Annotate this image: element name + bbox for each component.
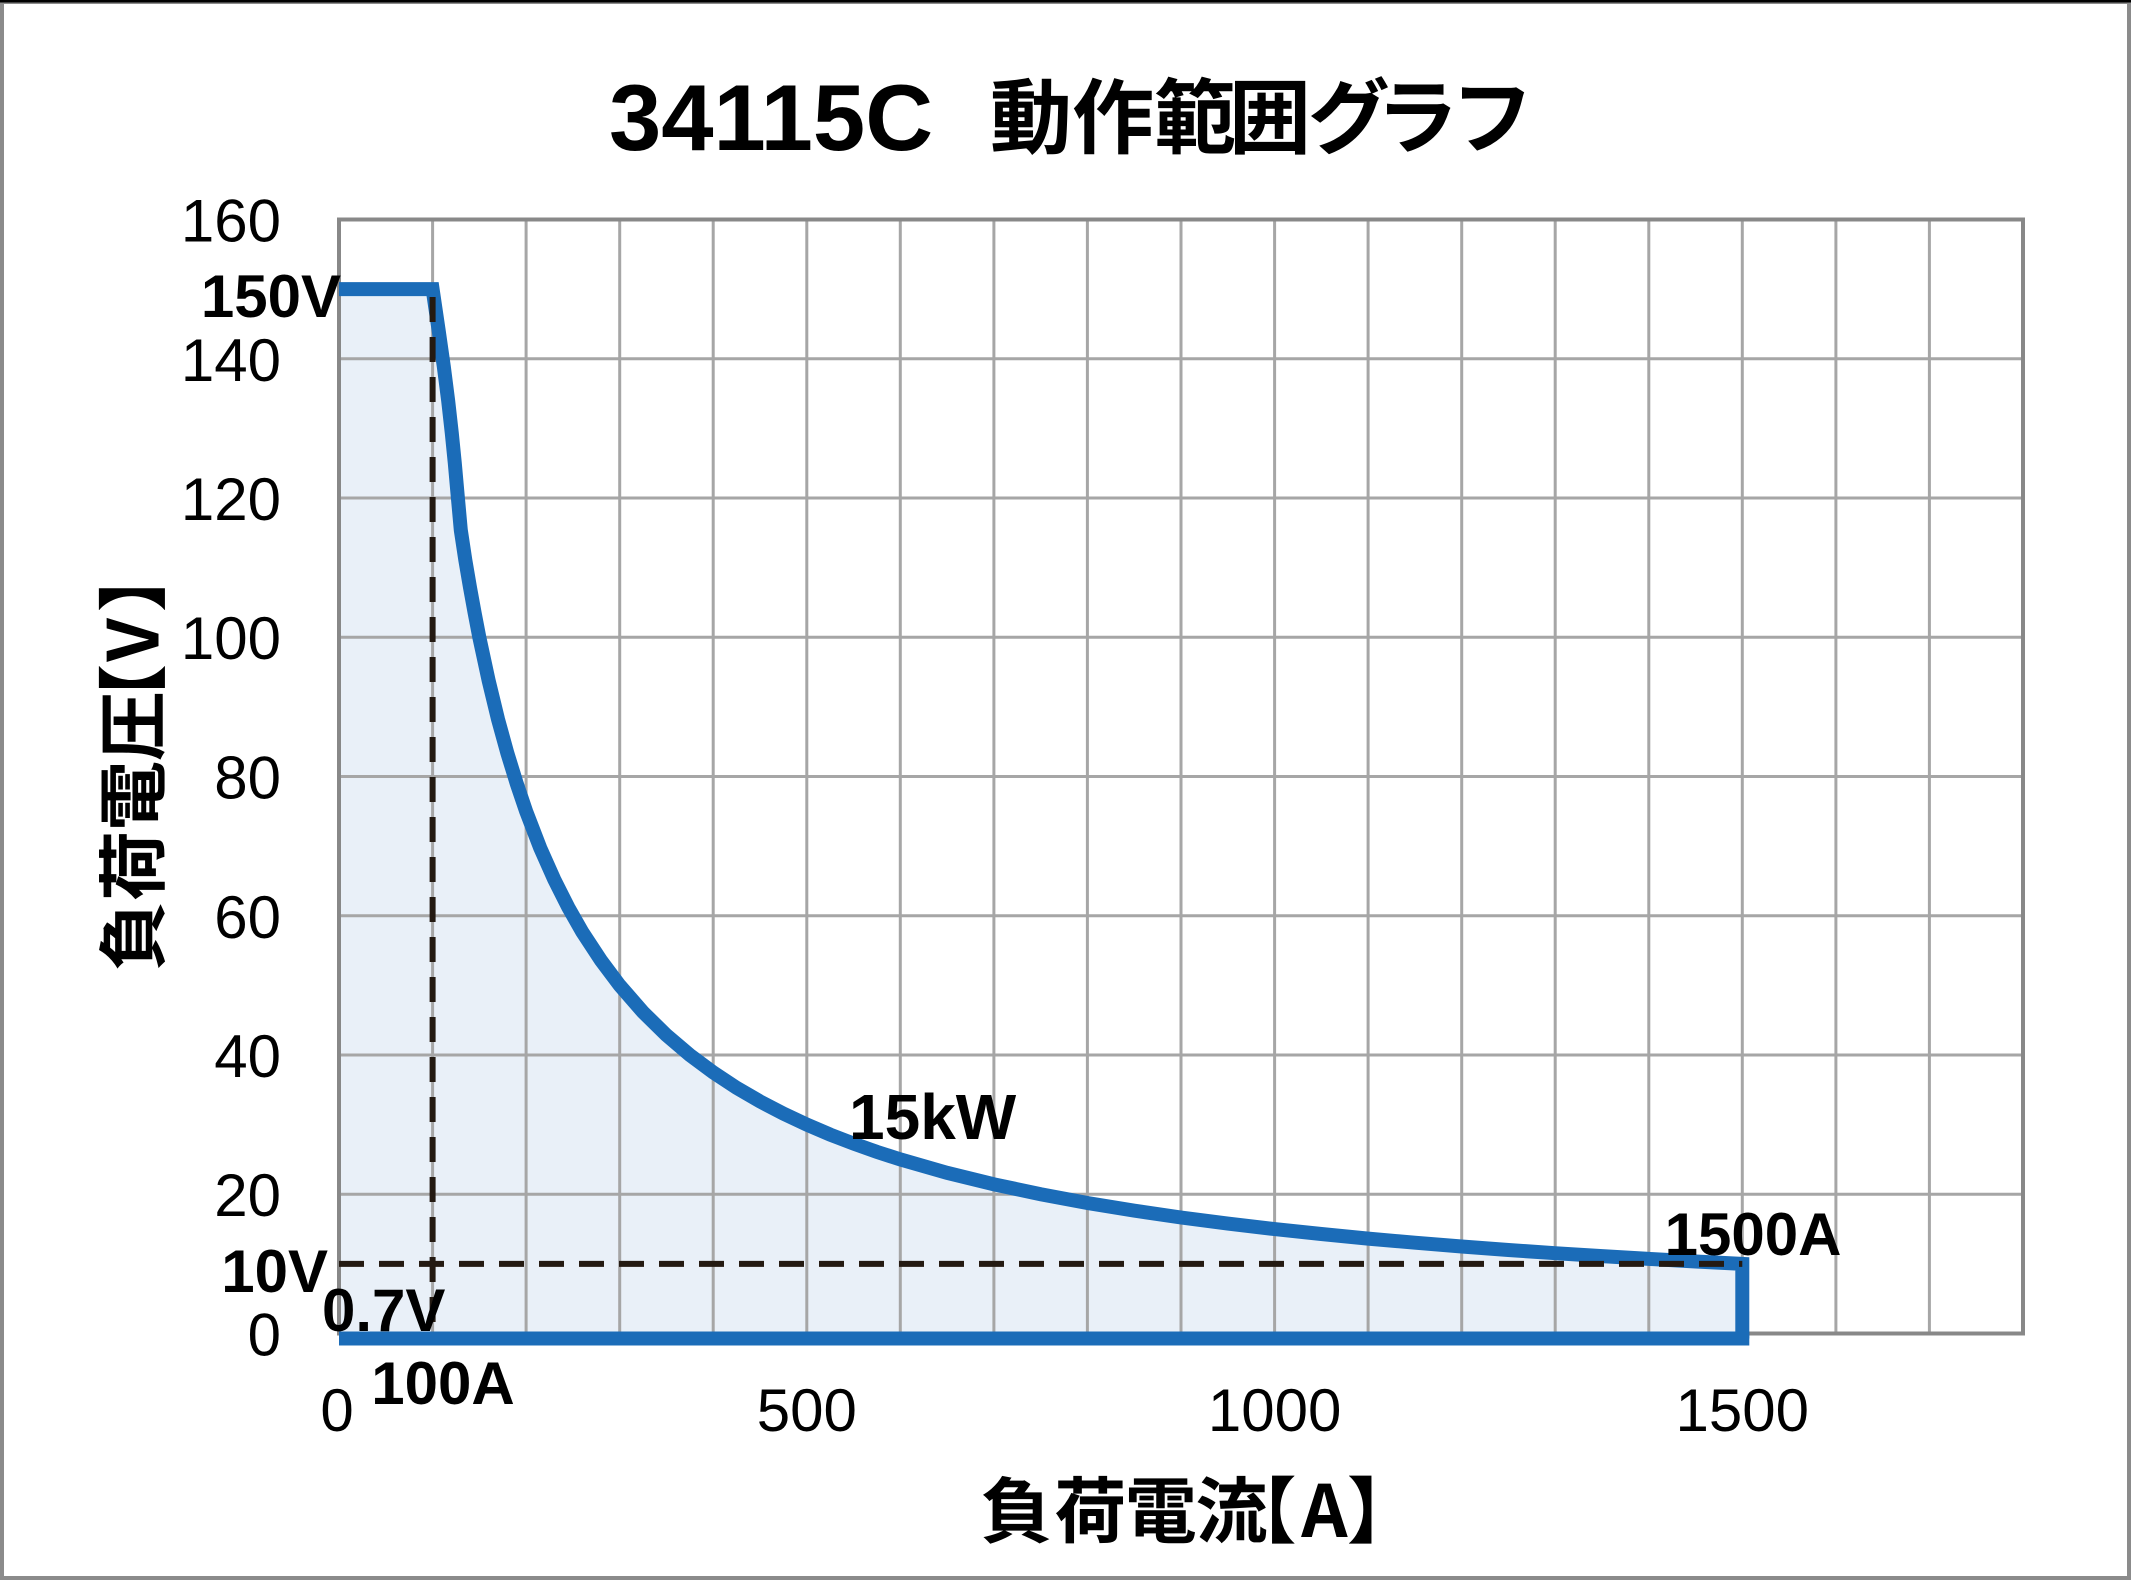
svg-text:1500A: 1500A — [1665, 1201, 1842, 1268]
svg-text:120: 120 — [181, 466, 281, 533]
svg-text:1500: 1500 — [1676, 1377, 1809, 1444]
svg-text:100A: 100A — [371, 1350, 514, 1417]
svg-text:20: 20 — [214, 1162, 281, 1229]
svg-text:0.7V: 0.7V — [322, 1277, 445, 1344]
svg-text:34115C: 34115C — [609, 65, 933, 170]
svg-text:10V: 10V — [221, 1238, 328, 1305]
svg-text:60: 60 — [214, 884, 281, 951]
svg-text:0: 0 — [248, 1302, 281, 1369]
svg-text:150V: 150V — [201, 263, 341, 330]
svg-text:1000: 1000 — [1208, 1377, 1341, 1444]
svg-text:500: 500 — [757, 1377, 857, 1444]
svg-text:140: 140 — [181, 327, 281, 394]
svg-text:0: 0 — [320, 1377, 353, 1444]
svg-text:80: 80 — [214, 745, 281, 812]
svg-text:15kW: 15kW — [849, 1081, 1017, 1153]
svg-text:160: 160 — [181, 188, 281, 255]
svg-text:40: 40 — [214, 1023, 281, 1090]
svg-text:100: 100 — [181, 605, 281, 672]
